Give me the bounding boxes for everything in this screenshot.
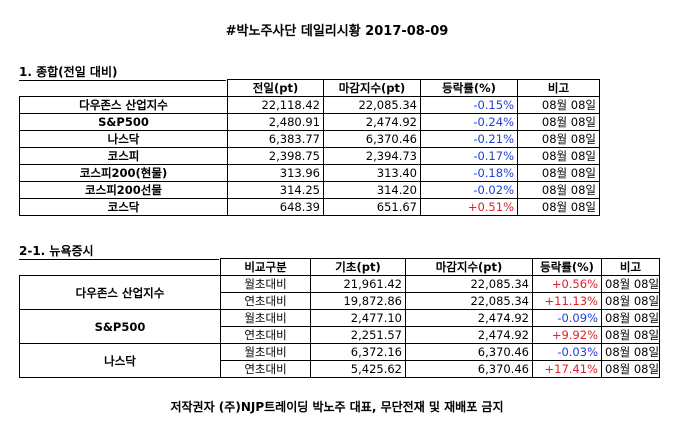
summary-header-prev: 전일(pt) xyxy=(227,79,324,97)
ny-row: 연초대비 5,425.62 6,370.46 +17.41% 08월 08일 xyxy=(20,360,660,378)
ny-header-base: 기초(pt) xyxy=(310,258,406,276)
base-value: 19,872.86 xyxy=(310,292,406,310)
note-value: 08월 08일 xyxy=(601,292,660,310)
summary-row: 코스피200(현물) 313.96 313.40 -0.18% 08월 08일 xyxy=(19,164,600,182)
note-value: 08월 08일 xyxy=(601,275,660,293)
ny-header-close: 마감지수(pt) xyxy=(405,258,533,276)
index-name: S&P500 xyxy=(19,309,221,344)
index-name: 코스피200선물 xyxy=(19,181,228,199)
close-value: 314.20 xyxy=(323,181,421,199)
change-value: -0.17% xyxy=(420,147,518,165)
close-value: 2,394.73 xyxy=(323,147,421,165)
ny-header-row: 비교구분 기초(pt) 마감지수(pt) 등락률(%) 비고 xyxy=(19,258,660,276)
change-value: +17.41% xyxy=(532,360,602,378)
change-value: +9.92% xyxy=(532,326,602,344)
close-value: 6,370.46 xyxy=(405,360,533,378)
index-name: 코스닥 xyxy=(19,198,228,216)
note-value: 08월 08일 xyxy=(517,164,600,182)
summary-row: S&P500 2,480.91 2,474.92 -0.24% 08월 08일 xyxy=(19,113,600,131)
index-name: S&P500 xyxy=(19,113,228,131)
change-value: -0.09% xyxy=(532,309,602,327)
compare-type: 월초대비 xyxy=(220,343,311,361)
index-name: 코스피200(현물) xyxy=(19,164,228,182)
prev-value: 313.96 xyxy=(227,164,324,182)
ny-row: 연초대비 19,872.86 22,085.34 +11.13% 08월 08일 xyxy=(20,292,660,310)
close-value: 22,085.34 xyxy=(405,292,533,310)
compare-type: 연초대비 xyxy=(220,326,311,344)
summary-table: 전일(pt) 마감지수(pt) 등락률(%) 비고 다우존스 산업지수 22,11… xyxy=(19,79,600,216)
summary-header-blank xyxy=(19,79,228,97)
prev-value: 6,383.77 xyxy=(227,130,324,148)
change-value: -0.02% xyxy=(420,181,518,199)
summary-header-change: 등락률(%) xyxy=(420,79,518,97)
summary-row: 코스닥 648.39 651.67 +0.51% 08월 08일 xyxy=(19,198,600,216)
summary-row: 다우존스 산업지수 22,118.42 22,085.34 -0.15% 08월 08일 xyxy=(19,96,600,114)
close-value: 2,474.92 xyxy=(323,113,421,131)
change-value: -0.18% xyxy=(420,164,518,182)
ny-market-table: 비교구분 기초(pt) 마감지수(pt) 등락률(%) 비고 다우존스 산업지수… xyxy=(19,258,660,378)
close-value: 6,370.46 xyxy=(405,343,533,361)
summary-row: 코스피200선물 314.25 314.20 -0.02% 08월 08일 xyxy=(19,181,600,199)
prev-value: 648.39 xyxy=(227,198,324,216)
ny-row: 다우존스 산업지수 월초대비 21,961.42 22,085.34 +0.56% 08월… xyxy=(19,275,660,310)
close-value: 651.67 xyxy=(323,198,421,216)
index-name: 다우존스 산업지수 xyxy=(19,96,228,114)
note-value: 08월 08일 xyxy=(517,130,600,148)
prev-value: 2,480.91 xyxy=(227,113,324,131)
prev-value: 314.25 xyxy=(227,181,324,199)
base-value: 5,425.62 xyxy=(310,360,406,378)
close-value: 2,474.92 xyxy=(405,309,533,327)
close-value: 2,474.92 xyxy=(405,326,533,344)
summary-row: 코스피 2,398.75 2,394.73 -0.17% 08월 08일 xyxy=(19,147,600,165)
change-value: +0.56% xyxy=(532,275,602,293)
note-value: 08월 08일 xyxy=(601,343,660,361)
note-value: 08월 08일 xyxy=(601,326,660,344)
note-value: 08월 08일 xyxy=(517,113,600,131)
note-value: 08월 08일 xyxy=(517,198,600,216)
compare-type: 월초대비 xyxy=(220,309,311,327)
change-value: -0.24% xyxy=(420,113,518,131)
compare-type: 연초대비 xyxy=(220,360,311,378)
prev-value: 2,398.75 xyxy=(227,147,324,165)
note-value: 08월 08일 xyxy=(517,96,600,114)
note-value: 08월 08일 xyxy=(517,147,600,165)
note-value: 08월 08일 xyxy=(601,309,660,327)
summary-header-note: 비고 xyxy=(517,79,600,97)
index-name: 코스피 xyxy=(19,147,228,165)
change-value: -0.21% xyxy=(420,130,518,148)
change-value: +11.13% xyxy=(532,292,602,310)
base-value: 2,477.10 xyxy=(310,309,406,327)
ny-row: S&P500 월초대비 2,477.10 2,474.92 -0.09% 08월 08일 xyxy=(19,309,660,344)
change-value: +0.51% xyxy=(420,198,518,216)
change-value: -0.03% xyxy=(532,343,602,361)
summary-header-row: 전일(pt) 마감지수(pt) 등락률(%) 비고 xyxy=(19,79,600,97)
base-value: 2,251.57 xyxy=(310,326,406,344)
compare-type: 월초대비 xyxy=(220,275,311,293)
summary-header-close: 마감지수(pt) xyxy=(323,79,421,97)
compare-type: 연초대비 xyxy=(220,292,311,310)
ny-row: 나스닥 월초대비 6,372.16 6,370.46 -0.03% 08월 08일 xyxy=(19,343,660,378)
close-value: 6,370.46 xyxy=(323,130,421,148)
change-value: -0.15% xyxy=(420,96,518,114)
index-name: 나스닥 xyxy=(19,130,228,148)
page-title: #박노주사단 데일리시황 2017-08-09 xyxy=(225,24,449,39)
close-value: 313.40 xyxy=(323,164,421,182)
note-value: 08월 08일 xyxy=(517,181,600,199)
base-value: 6,372.16 xyxy=(310,343,406,361)
index-name: 나스닥 xyxy=(19,343,221,378)
base-value: 21,961.42 xyxy=(310,275,406,293)
copyright-footer: 저작권자 (주)NJP트레이딩 박노주 대표, 무단전재 및 재배포 금지 xyxy=(170,400,504,414)
close-value: 22,085.34 xyxy=(405,275,533,293)
prev-value: 22,118.42 xyxy=(227,96,324,114)
ny-header-note: 비고 xyxy=(601,258,660,276)
ny-header-type: 비교구분 xyxy=(220,258,311,276)
close-value: 22,085.34 xyxy=(323,96,421,114)
index-name: 다우존스 산업지수 xyxy=(19,275,221,310)
ny-header-change: 등락률(%) xyxy=(532,258,602,276)
ny-header-blank xyxy=(19,258,221,276)
summary-row: 나스닥 6,383.77 6,370.46 -0.21% 08월 08일 xyxy=(19,130,600,148)
note-value: 08월 08일 xyxy=(601,360,660,378)
